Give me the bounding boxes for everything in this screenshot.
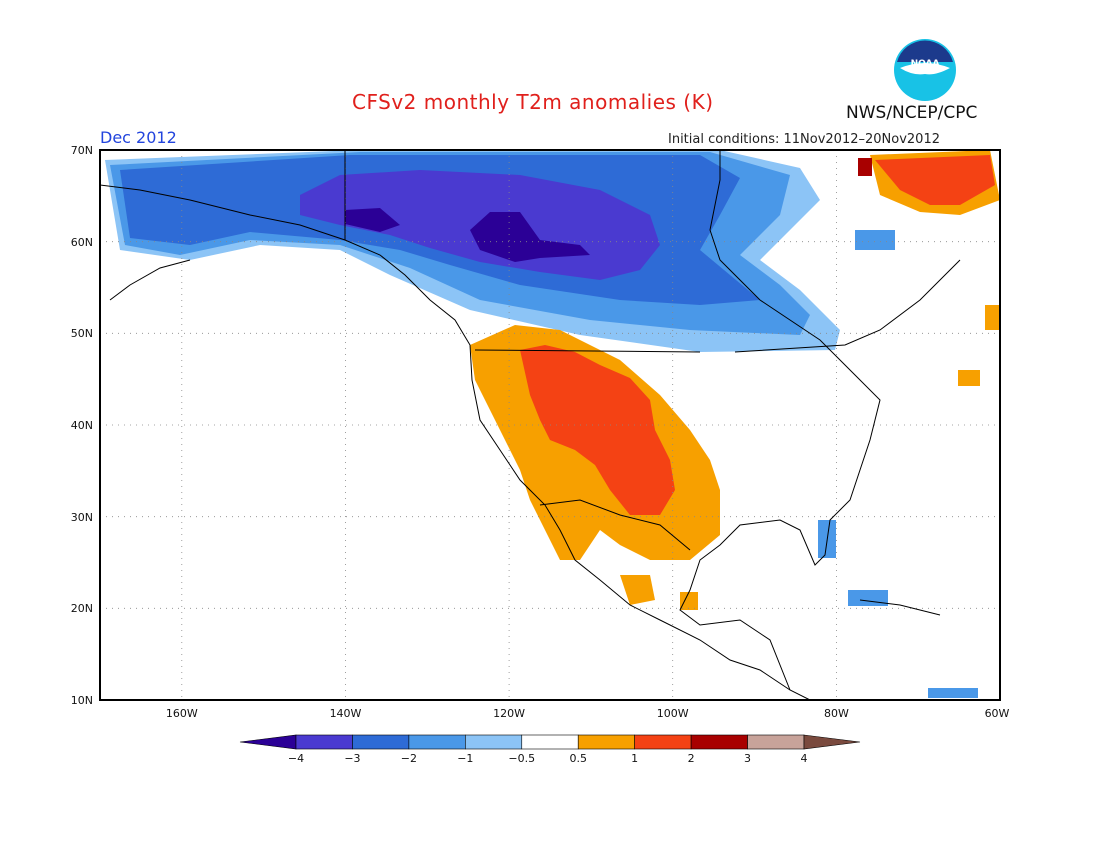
anomaly-patch-blue [848,590,888,606]
colorbar-swatch [577,734,635,750]
map-title: CFSv2 monthly T2m anomalies (K) [352,90,714,114]
anomaly-region-red-orange [520,345,675,515]
lat-label: 20N [71,602,93,615]
noaa-logo-icon: NOAA [894,39,956,101]
colorbar-label: −1 [457,752,473,765]
colorbar-label: 2 [688,752,695,765]
lon-label: 160W [166,707,198,720]
colorbar-label: 1 [631,752,638,765]
anomaly-field [105,150,1000,698]
lon-label: 140W [330,707,362,720]
forecast-month: Dec 2012 [100,128,177,147]
anomaly-region-orange [620,575,655,605]
lon-label: 120W [493,707,525,720]
logo-text: NOAA [911,59,940,69]
colorbar-swatch [690,734,748,750]
anomaly-patch-blue [928,688,978,698]
colorbar-swatch [408,734,466,750]
colorbar-label: 0.5 [569,752,587,765]
lon-label: 100W [657,707,689,720]
colorbar-swatch [521,734,579,750]
initial-conditions: Initial conditions: 11Nov2012–20Nov2012 [668,132,940,147]
lat-label: 50N [71,327,93,340]
colorbar: −4 −3 −2 −1 −0.5 0.5 1 2 3 4 [239,734,861,765]
colorbar-swatch [352,734,410,750]
colorbar-swatch [747,734,805,750]
coastlines [100,150,961,700]
anomaly-region-dark-red [858,158,872,176]
colorbar-arrow-left [239,734,297,750]
lat-label: 70N [71,144,93,157]
lon-label: 60W [985,707,1010,720]
lon-label: 80W [824,707,849,720]
colorbar-label: 4 [801,752,808,765]
colorbar-label: 3 [744,752,751,765]
anomaly-region-deep-purple [345,208,400,232]
latitude-labels: 70N 60N 50N 40N 30N 20N 10N [71,144,93,707]
colorbar-arrow-right [803,734,861,750]
grid-lines [100,150,1000,700]
colorbar-label: −3 [344,752,360,765]
colorbar-label: −0.5 [508,752,535,765]
colorbar-swatch [295,734,353,750]
colorbar-label: −2 [401,752,417,765]
org-label: NWS/NCEP/CPC [846,103,978,123]
anomaly-patch-blue [855,230,895,250]
colorbar-label: −4 [288,752,304,765]
colorbar-swatch [634,734,692,750]
anomaly-region-red-orange [875,155,995,205]
colorbar-swatch [465,734,523,750]
anomaly-region-orange [680,592,698,610]
anomaly-patch-orange [958,370,980,386]
lat-label: 10N [71,694,93,707]
anomaly-region-deep-purple [470,212,590,262]
lat-label: 30N [71,511,93,524]
lat-label: 60N [71,236,93,249]
map-frame [99,149,1001,701]
longitude-labels: 160W 140W 120W 100W 80W 60W [166,707,1010,720]
anomaly-patch-orange [985,305,1000,330]
lat-label: 40N [71,419,93,432]
